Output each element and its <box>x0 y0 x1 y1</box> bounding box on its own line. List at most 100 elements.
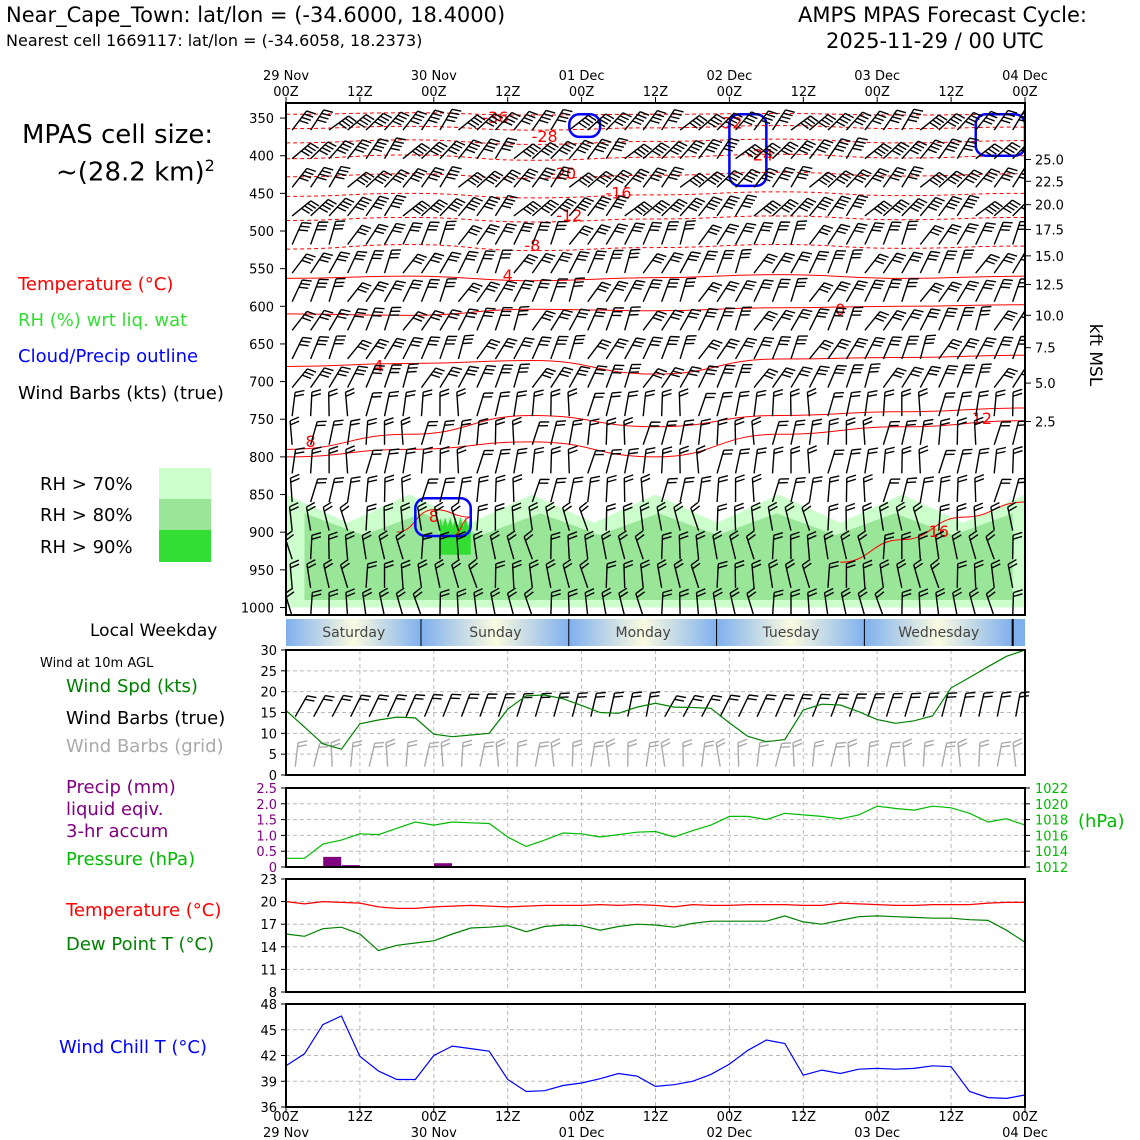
wind-barb <box>305 501 316 531</box>
wind-barb <box>346 308 368 331</box>
surface-wind-barb <box>719 694 741 717</box>
wind-barb <box>771 478 790 503</box>
wind-barb <box>383 194 407 217</box>
wind-barb <box>806 530 817 560</box>
wind-barb <box>790 366 813 388</box>
temperature-panel-frame <box>285 878 1026 993</box>
wind-barb <box>365 307 385 331</box>
surface-wind-barb <box>885 692 904 717</box>
wind-barb <box>639 502 650 531</box>
bottom-date-label: 30 Nov <box>411 1126 457 1140</box>
wind-barb <box>365 392 383 417</box>
wind-barb <box>973 559 984 588</box>
bottom-date-label: 03 Dec <box>854 1126 900 1140</box>
legend-rh80-swatch <box>159 499 211 531</box>
wind-barb <box>712 530 723 560</box>
wind-barb <box>587 138 612 160</box>
grid-wind-barb <box>830 741 847 767</box>
wind-barb <box>476 250 496 274</box>
grid-wind-barb <box>313 742 330 767</box>
wind-barb <box>328 220 346 245</box>
top-hour-label: 00Z <box>273 85 299 100</box>
wind-barb <box>695 588 706 615</box>
wind-barb <box>346 418 361 445</box>
wind-barb <box>456 588 467 615</box>
wind-barb <box>1012 166 1025 188</box>
wind-barb <box>857 587 868 615</box>
wind-barb <box>753 110 778 131</box>
wind-barb <box>420 310 445 331</box>
wind-barb <box>328 335 346 360</box>
wind-barb <box>420 446 433 474</box>
kft-tick-label: 25.0 <box>1035 153 1064 168</box>
wind-barb <box>347 114 375 131</box>
wind-barb <box>918 588 929 615</box>
wind-barb <box>1012 309 1025 331</box>
wind-barb <box>347 282 372 303</box>
wind-barb <box>690 558 701 589</box>
wind-barb <box>402 447 417 474</box>
wind-barb <box>935 587 946 615</box>
wind-barb <box>753 389 767 417</box>
wind-barb <box>716 249 735 274</box>
pressure-axis-label: 1014 <box>1035 845 1068 860</box>
weekday-name: Tuesday <box>761 625 819 641</box>
wind-barb <box>882 278 902 302</box>
wind-barb <box>901 419 917 445</box>
wind-barb <box>993 167 1018 188</box>
wind-barb <box>938 392 956 417</box>
wind-barb <box>993 221 1013 245</box>
y-tick-label: 15 <box>260 707 277 722</box>
wind-barb <box>882 478 901 503</box>
wind-barb <box>291 253 316 274</box>
wind-barb <box>993 310 1018 331</box>
temp-contour-line <box>286 244 1025 252</box>
temp-contour-line <box>286 215 1025 223</box>
wind-barb <box>605 503 616 531</box>
wind-barb <box>550 589 561 615</box>
wind-barb <box>420 336 441 360</box>
wind-barb <box>771 420 789 445</box>
top-hour-label: 00Z <box>421 85 447 100</box>
wind-barb <box>531 421 550 446</box>
wind-barb <box>605 280 629 303</box>
wind-barb <box>823 530 834 560</box>
wind-barb <box>661 141 688 160</box>
wind-barb <box>605 338 629 360</box>
wind-barb <box>679 308 702 331</box>
wind-barb <box>845 560 856 588</box>
wind-barb <box>679 251 701 274</box>
wind-barb <box>790 115 819 131</box>
wind-barb <box>919 196 945 217</box>
wind-barb <box>550 366 574 388</box>
wind-barb <box>642 389 656 417</box>
temp-contour-line <box>286 274 1025 282</box>
wind-barb <box>513 168 539 188</box>
wind-barb <box>512 474 523 503</box>
legend-rh70-swatch <box>159 468 211 500</box>
wind-barb <box>882 389 895 417</box>
wind-barb <box>734 502 745 531</box>
wind-barb <box>956 249 975 274</box>
wind-barb <box>864 447 879 474</box>
pressure-tick-label: 550 <box>249 263 274 278</box>
temp-contour-line <box>286 407 1025 450</box>
surface-wind-barb <box>738 694 759 717</box>
wind-barb <box>456 445 467 474</box>
wind-barb <box>827 392 845 417</box>
wind-barb <box>784 558 795 589</box>
wind-barb <box>642 447 656 474</box>
wind-barb <box>882 199 910 217</box>
wind-barb <box>771 446 784 474</box>
surface-wind-barb <box>978 691 994 717</box>
grid-wind-barb <box>922 739 935 767</box>
wind-barb <box>494 448 511 474</box>
wind-barb <box>476 223 500 245</box>
wind-barb <box>716 223 740 245</box>
wind-barb <box>402 222 423 245</box>
wind-barb <box>550 420 567 445</box>
precip-bar <box>323 856 342 867</box>
wind-barb <box>919 308 941 331</box>
bottom-hour-label: 12Z <box>495 1110 521 1125</box>
wind-barb <box>827 417 839 445</box>
